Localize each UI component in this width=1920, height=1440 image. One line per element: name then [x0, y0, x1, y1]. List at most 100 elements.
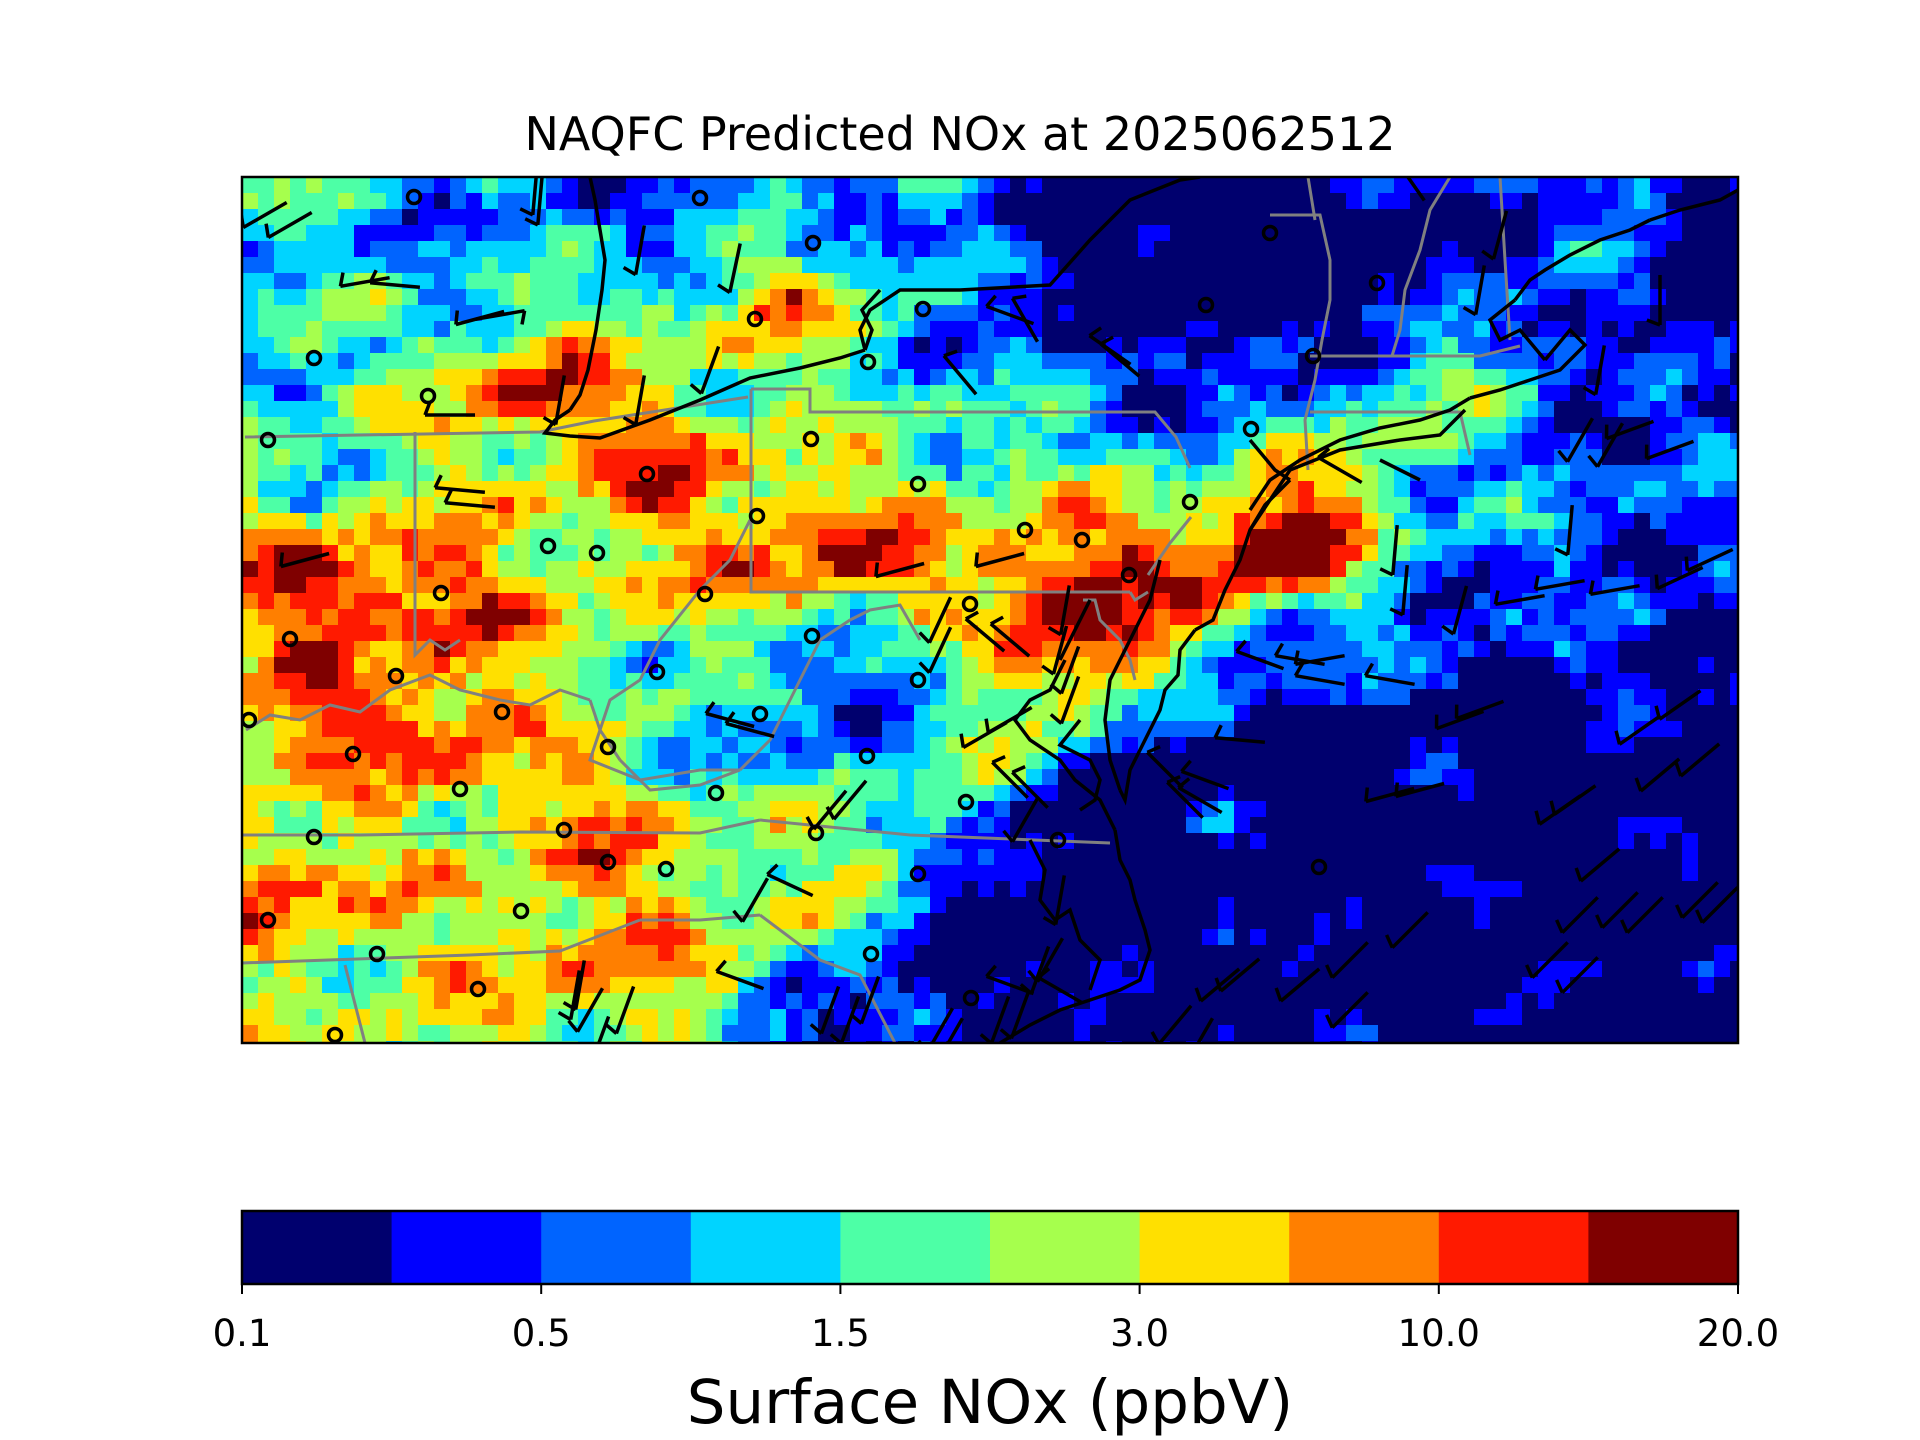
heatmap-cell	[1458, 465, 1475, 482]
heatmap-cell	[306, 929, 339, 946]
heatmap-cell	[386, 513, 435, 530]
heatmap-cell	[1698, 593, 1715, 610]
heatmap-cell	[370, 497, 387, 514]
heatmap-cell	[1474, 785, 1738, 802]
heatmap-cell	[802, 449, 819, 466]
heatmap-cell	[274, 737, 291, 754]
heatmap-cell	[530, 257, 595, 274]
heatmap-cell	[1106, 993, 1507, 1010]
heatmap-cell	[1010, 417, 1027, 434]
heatmap-cell	[514, 1009, 547, 1026]
heatmap-cell	[1314, 1025, 1347, 1042]
colorbar-segment	[1588, 1211, 1739, 1284]
heatmap-cell	[642, 225, 675, 242]
heatmap-cell	[642, 865, 659, 882]
heatmap-cell	[1090, 433, 1123, 450]
heatmap-cell	[770, 977, 787, 994]
heatmap-cell	[1538, 289, 1571, 306]
heatmap-cell	[242, 1009, 275, 1026]
heatmap-cell	[658, 625, 691, 642]
heatmap-cell	[322, 273, 355, 290]
heatmap-cell	[1106, 529, 1171, 546]
heatmap-cell	[930, 577, 947, 594]
heatmap-cell	[898, 209, 931, 226]
heatmap-cell	[274, 449, 291, 466]
heatmap-cell	[994, 417, 1011, 434]
heatmap-cell	[386, 465, 435, 482]
heatmap-cell	[626, 1009, 659, 1026]
heatmap-cell	[930, 433, 963, 450]
heatmap-cell	[1474, 289, 1507, 306]
map-title: NAQFC Predicted NOx at 2025062512	[524, 107, 1395, 161]
heatmap-cell	[1442, 321, 1475, 338]
heatmap-cell	[914, 785, 995, 802]
heatmap-cell	[914, 865, 1043, 882]
heatmap-cell	[754, 465, 771, 482]
heatmap-cell	[706, 625, 787, 642]
heatmap-cell	[690, 641, 755, 658]
heatmap-cell	[1570, 641, 1587, 658]
state-border	[849, 603, 922, 641]
station-marker	[539, 537, 557, 555]
heatmap-cell	[274, 257, 387, 274]
heatmap-cell	[466, 641, 499, 658]
wind-barb	[1325, 941, 1369, 979]
heatmap-cell	[322, 881, 339, 898]
heatmap-cell	[738, 497, 851, 514]
heatmap-cell	[626, 481, 675, 498]
heatmap-cell	[514, 673, 531, 690]
heatmap-cell	[1522, 417, 1539, 434]
heatmap-cell	[1218, 689, 1251, 706]
heatmap-cell	[386, 769, 403, 786]
heatmap-cell	[482, 177, 499, 194]
heatmap-cell	[770, 273, 819, 290]
heatmap-cell	[1602, 545, 1699, 562]
heatmap-cell	[914, 993, 931, 1010]
heatmap-cell	[402, 385, 451, 402]
colorbar-segment	[541, 1211, 692, 1284]
wind-barb	[1011, 765, 1049, 809]
heatmap-cell	[994, 321, 1043, 338]
heatmap-cell	[866, 337, 899, 354]
heatmap-cell	[1250, 401, 1267, 418]
heatmap-cell	[658, 513, 691, 530]
heatmap-cell	[1234, 417, 1267, 434]
heatmap-cell	[338, 817, 355, 834]
heatmap-cell	[402, 209, 419, 226]
heatmap-cell	[674, 209, 739, 226]
heatmap-cell	[1698, 433, 1731, 450]
heatmap-cell	[1506, 513, 1555, 530]
station-marker	[696, 585, 714, 603]
heatmap-cell	[1314, 433, 1347, 450]
heatmap-cell	[242, 993, 259, 1010]
heatmap-cell	[1010, 385, 1091, 402]
heatmap-cell	[930, 449, 963, 466]
heatmap-cell	[258, 801, 275, 818]
heatmap-cell	[690, 305, 707, 322]
heatmap-cell	[402, 1009, 419, 1026]
heatmap-cell	[786, 961, 819, 978]
heatmap-cell	[802, 881, 867, 898]
heatmap-cell	[882, 913, 915, 930]
heatmap-cell	[882, 881, 899, 898]
heatmap-cell	[1122, 673, 1155, 690]
heatmap-cell	[434, 513, 483, 530]
heatmap-cell	[1602, 961, 1683, 978]
heatmap-cell	[850, 801, 867, 818]
heatmap-cell	[1186, 321, 1219, 338]
heatmap-cell	[482, 545, 499, 562]
heatmap-cell	[1474, 449, 1523, 466]
heatmap-cell	[866, 993, 915, 1010]
state-border	[413, 432, 461, 659]
heatmap-cell	[450, 257, 483, 274]
heatmap-cell	[498, 337, 515, 354]
heatmap-cell	[962, 513, 1027, 530]
heatmap-cell	[1506, 417, 1523, 434]
heatmap-cell	[690, 881, 723, 898]
heatmap-cell	[1170, 481, 1187, 498]
heatmap-cell	[1682, 369, 1699, 386]
state-border	[1306, 177, 1317, 221]
heatmap-cell	[290, 913, 371, 930]
heatmap-cell	[898, 337, 915, 354]
heatmap-cell	[1538, 529, 1555, 546]
